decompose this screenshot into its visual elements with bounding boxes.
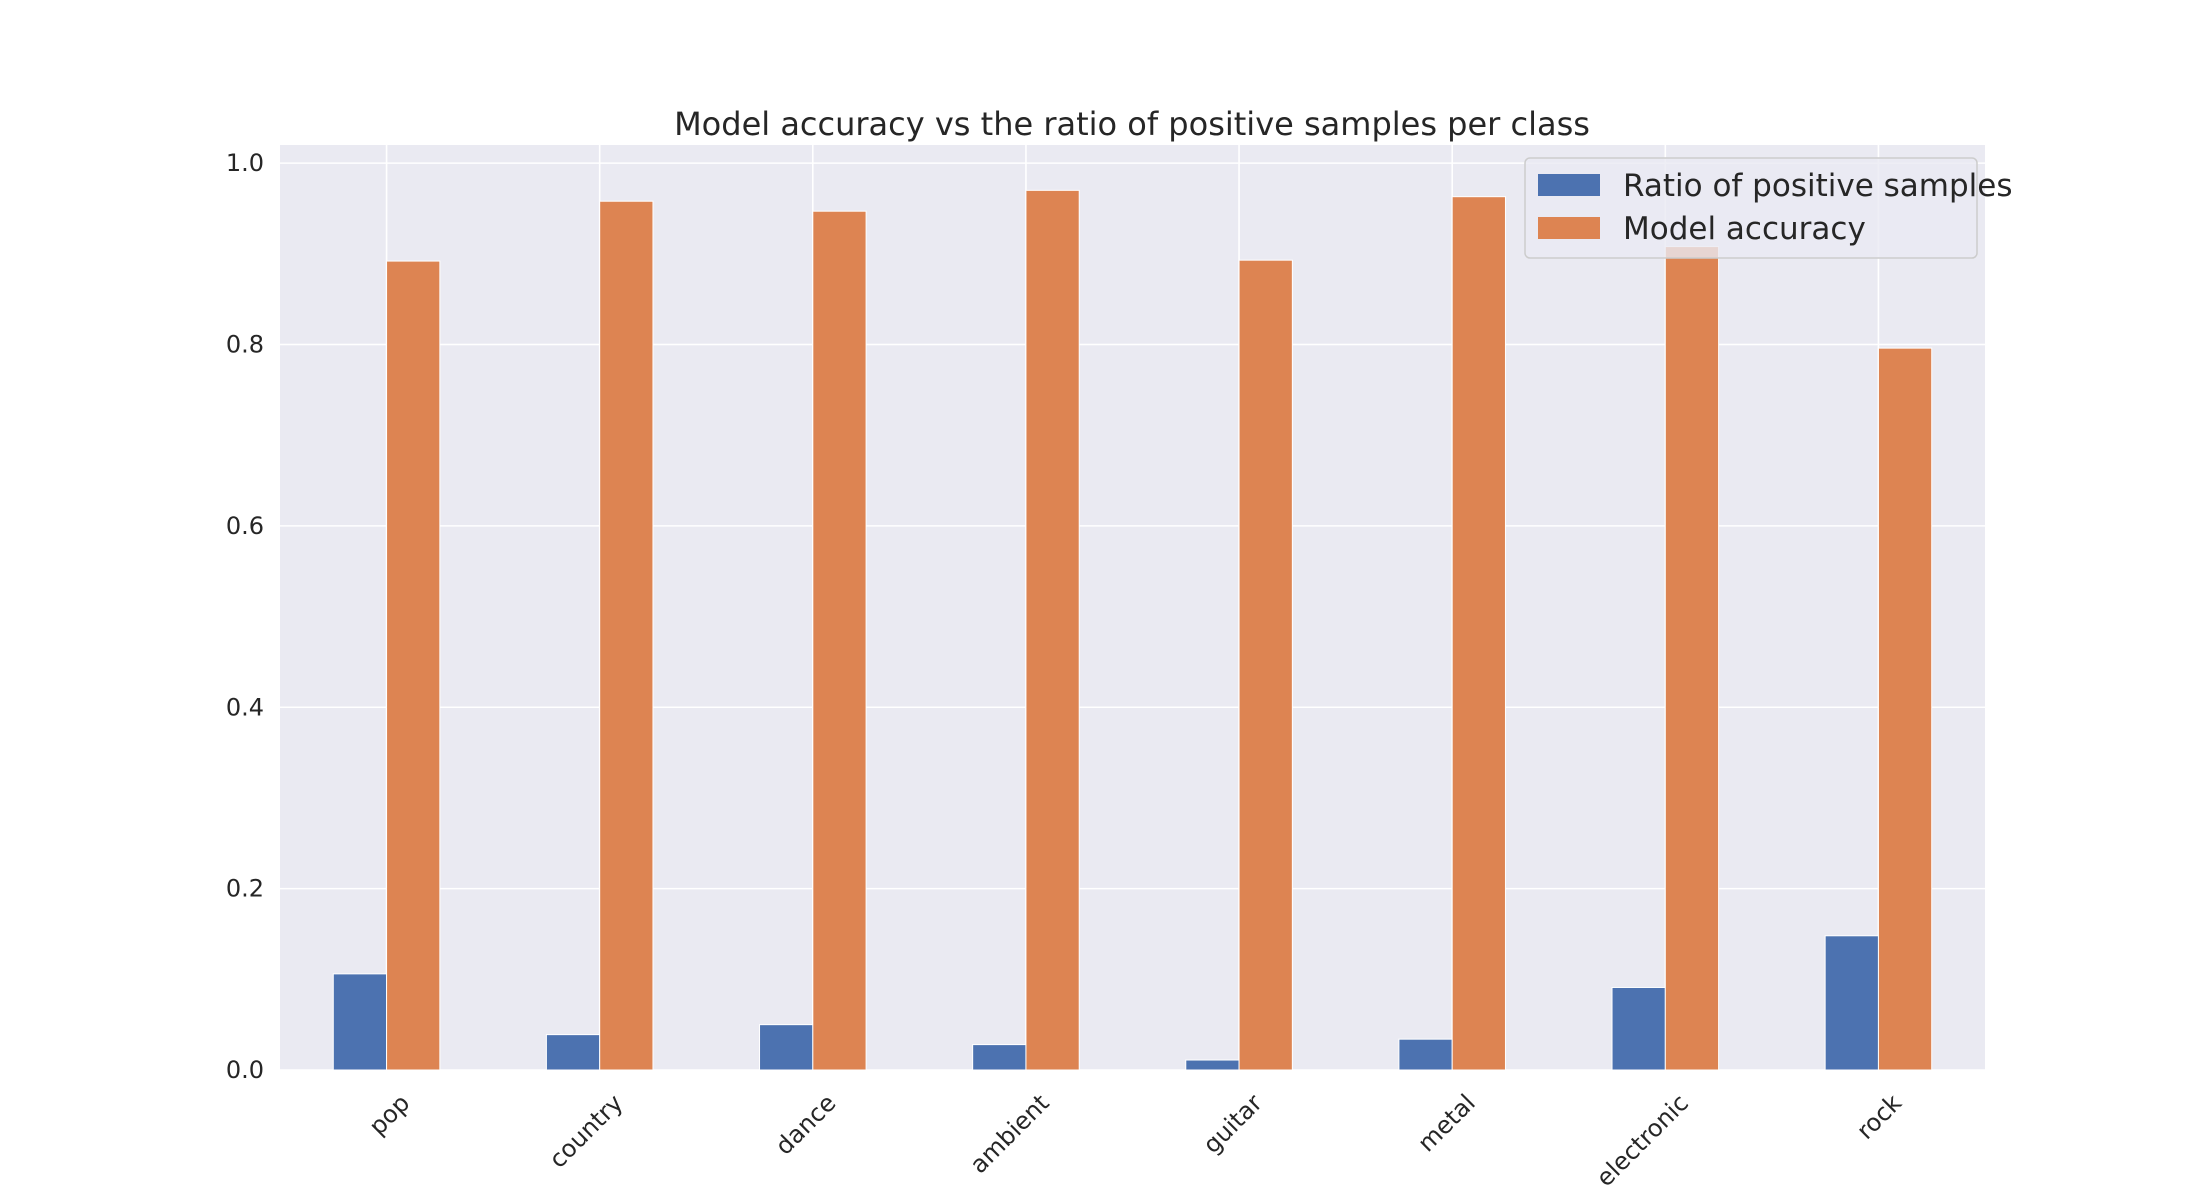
legend-swatch (1538, 217, 1600, 239)
bar-accuracy-metal (1451, 196, 1506, 1071)
plot-area (280, 145, 1985, 1070)
bar-accuracy-rock (1877, 347, 1933, 1071)
bar-accuracy-guitar (1238, 259, 1293, 1071)
y-axis-ticks: 0.0 0.2 0.4 0.6 0.8 1.0 (226, 149, 264, 1084)
bar-ratio-metal (1398, 1038, 1453, 1071)
bar-ratio-electronic (1611, 986, 1666, 1071)
x-tick-label: rock (1851, 1089, 1907, 1145)
bar-accuracy-pop (386, 260, 441, 1071)
y-tick-label: 1.0 (226, 149, 264, 177)
legend-label: Ratio of positive samples (1623, 168, 2012, 204)
legend-label: Model accuracy (1623, 211, 1866, 247)
legend: Ratio of positive samples Model accuracy (1524, 157, 2012, 259)
x-tick-label: guitar (1198, 1089, 1268, 1159)
bar-ratio-ambient (972, 1044, 1027, 1071)
y-tick-label: 0.4 (226, 693, 264, 721)
y-tick-label: 0.6 (226, 512, 264, 540)
bar-accuracy-dance (812, 210, 867, 1071)
bar-ratio-rock (1824, 935, 1879, 1071)
bar-ratio-country (545, 1034, 601, 1071)
chart-title: Model accuracy vs the ratio of positive … (674, 105, 1590, 143)
legend-box (1524, 157, 1978, 259)
x-tick-label: country (544, 1089, 629, 1174)
x-tick-label: dance (770, 1089, 842, 1161)
x-tick-label: ambient (965, 1089, 1055, 1179)
bar-ratio-guitar (1185, 1059, 1240, 1071)
legend-swatch (1538, 174, 1600, 196)
x-tick-label: electronic (1591, 1089, 1694, 1192)
bars (332, 189, 1933, 1071)
y-tick-label: 0.8 (226, 331, 264, 359)
bar-accuracy-ambient (1025, 189, 1080, 1071)
x-axis-ticks: pop country dance ambient guitar metal electro… (364, 1089, 1908, 1192)
x-tick-label: metal (1412, 1089, 1481, 1158)
bar-accuracy-country (599, 200, 654, 1071)
y-tick-label: 0.0 (226, 1056, 264, 1084)
bar-ratio-dance (759, 1024, 814, 1071)
bar-ratio-pop (332, 973, 388, 1071)
bar-accuracy-electronic (1664, 246, 1720, 1071)
x-tick-label: pop (364, 1089, 416, 1141)
y-tick-label: 0.2 (226, 875, 264, 903)
